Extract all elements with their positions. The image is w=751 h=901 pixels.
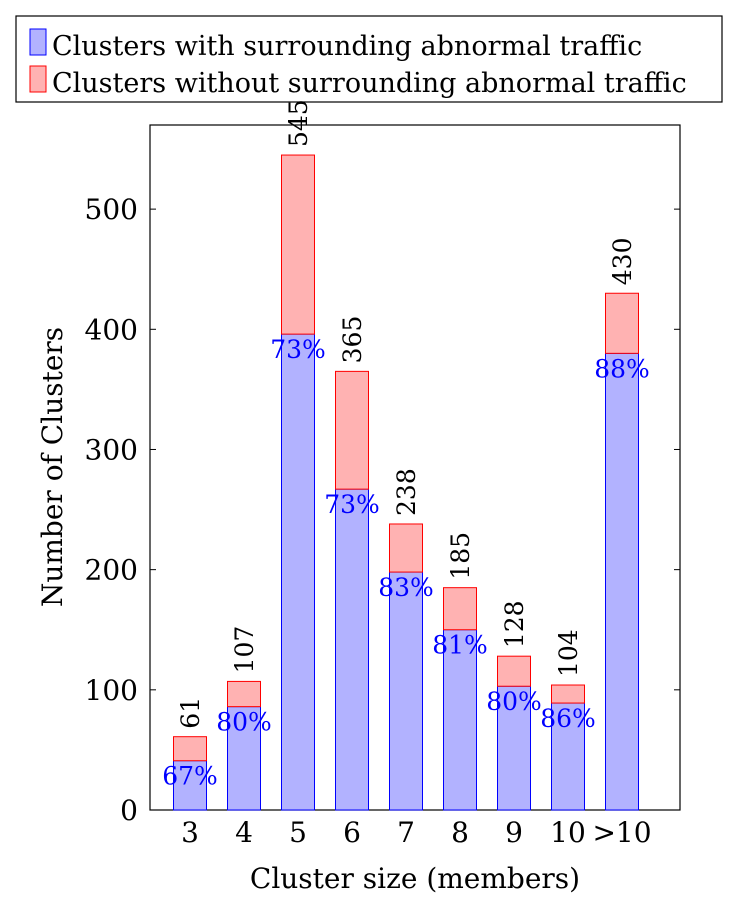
bar-segment-without-abnormal (551, 684, 585, 704)
bar-segment-with-abnormal (605, 352, 639, 811)
x-tick-label: 10 (550, 816, 586, 849)
x-tick-label: 3 (181, 816, 199, 849)
y-tick-label: 400 (85, 313, 138, 346)
bar-segment-with-abnormal (335, 488, 369, 811)
x-tick-label: 9 (505, 816, 523, 849)
percent-label: 67% (162, 762, 218, 791)
bar-segment-without-abnormal (605, 292, 639, 354)
x-tick-label: 4 (235, 816, 253, 849)
total-label: 185 (446, 532, 475, 580)
bar-segment-with-abnormal (389, 571, 423, 811)
bar-segment-without-abnormal (443, 587, 477, 631)
bar-segment-without-abnormal (281, 154, 315, 335)
x-tick-label: 6 (343, 816, 361, 849)
x-axis: 3 4 5 6 7 8 9 10 >10 (181, 804, 652, 849)
total-label: 61 (176, 697, 205, 729)
bar-segment-with-abnormal (227, 706, 261, 811)
y-tick-label: 0 (120, 794, 138, 827)
total-label: 128 (500, 600, 529, 648)
legend-label-without-abnormal: Clusters without surrounding abnormal tr… (52, 68, 687, 99)
percent-label: 80% (486, 687, 542, 716)
y-tick-label: 200 (85, 554, 138, 587)
percent-label: 73% (270, 335, 326, 364)
total-label: 104 (554, 629, 583, 677)
y-axis: 0 100 200 300 400 500 (85, 193, 680, 827)
x-tick-label: 8 (451, 816, 469, 849)
legend-label-with-abnormal: Clusters with surrounding abnormal traff… (52, 31, 642, 62)
bar-segment-without-abnormal (497, 655, 531, 687)
bar-segment-without-abnormal (173, 736, 207, 762)
bar-segment-without-abnormal (227, 680, 261, 708)
legend-swatch-without-abnormal (29, 65, 47, 93)
x-tick-label: >10 (592, 816, 651, 849)
total-label: 545 (284, 99, 313, 147)
bar-segment-with-abnormal (173, 760, 207, 811)
percent-label: 80% (216, 708, 272, 737)
bar-segment-without-abnormal (389, 523, 423, 573)
legend-swatch-with-abnormal (29, 28, 47, 56)
y-tick-label: 300 (85, 433, 138, 466)
y-axis-title: Number of Clusters (36, 327, 69, 607)
x-axis-title: Cluster size (members) (250, 862, 580, 895)
y-tick-label: 100 (85, 674, 138, 707)
y-tick-label: 500 (85, 193, 138, 226)
bar-segment-with-abnormal (281, 333, 315, 811)
percent-label: 81% (432, 631, 488, 660)
percent-label: 73% (324, 490, 380, 519)
bar-segment-with-abnormal (443, 629, 477, 811)
data-labels: 61 67% 107 80% 545 73% 365 73% 238 83% 185 81% 128 80… (162, 99, 650, 790)
total-label: 107 (230, 626, 259, 674)
percent-label: 88% (594, 354, 650, 383)
x-tick-label: 5 (289, 816, 307, 849)
legend-frame (15, 15, 723, 103)
bar-segment-with-abnormal (551, 702, 585, 811)
x-tick-label: 7 (397, 816, 415, 849)
bars (173, 154, 639, 811)
total-label: 238 (392, 468, 421, 516)
total-label: 365 (338, 316, 367, 364)
legend: Clusters with surrounding abnormal traff… (15, 15, 723, 103)
bar-segment-without-abnormal (335, 370, 369, 490)
bar-segment-with-abnormal (497, 685, 531, 811)
total-label: 430 (608, 238, 637, 286)
percent-label: 83% (378, 573, 434, 602)
percent-label: 86% (540, 704, 596, 733)
